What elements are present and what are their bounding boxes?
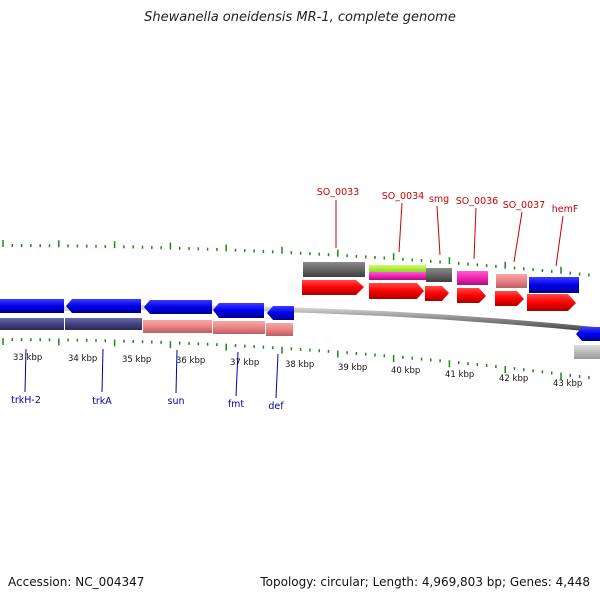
kbp-label: 43 kbp bbox=[553, 379, 582, 389]
gene-label-so0036: SO_0036 bbox=[456, 196, 498, 207]
kbp-label: 39 kbp bbox=[338, 363, 367, 373]
cds-block-so0034-top bbox=[369, 265, 426, 272]
top-gene-labels: SO_0033 SO_0034 smg SO_0036 SO_0037 hemF bbox=[317, 187, 579, 267]
kbp-label: 37 kbp bbox=[230, 358, 259, 368]
cds-block-so0033 bbox=[303, 262, 365, 277]
gene-arrow-next-feature bbox=[576, 327, 600, 341]
kbp-label: 35 kbp bbox=[122, 355, 151, 365]
cds-block-next-feature bbox=[574, 345, 600, 359]
kbp-label: 40 kbp bbox=[391, 366, 420, 376]
leader-line bbox=[24, 348, 27, 393]
top-tick-scale bbox=[2, 240, 590, 277]
gene-label-trka: trkA bbox=[92, 396, 112, 407]
gene-arrow-hemf bbox=[527, 294, 576, 311]
leader-line bbox=[555, 215, 564, 267]
cds-block-so0037 bbox=[496, 274, 527, 288]
gene-arrow-so0034 bbox=[369, 283, 424, 299]
genome-summary-text: Topology: circular; Length: 4,969,803 bp… bbox=[260, 575, 590, 589]
gene-label-smg: smg bbox=[429, 194, 449, 205]
gene-label-fmt: fmt bbox=[228, 399, 245, 410]
cds-block-def bbox=[266, 323, 293, 336]
leader-line bbox=[275, 353, 279, 399]
cds-block-trka bbox=[65, 318, 142, 330]
gene-arrow-sun bbox=[144, 300, 212, 314]
gene-arrow-so0033 bbox=[302, 280, 364, 295]
kbp-label: 41 kbp bbox=[445, 370, 474, 380]
leader-line bbox=[235, 351, 239, 397]
cds-block-fmt bbox=[213, 321, 265, 334]
leader-line bbox=[175, 349, 178, 394]
cds-block-trkh2 bbox=[0, 318, 64, 330]
kbp-label: 36 kbp bbox=[176, 356, 205, 366]
gene-arrow-def bbox=[267, 306, 294, 320]
cds-block-smg bbox=[426, 268, 452, 282]
kbp-label: 38 kbp bbox=[285, 360, 314, 370]
leader-line bbox=[473, 207, 477, 260]
gene-label-so0034: SO_0034 bbox=[382, 191, 424, 202]
leader-line bbox=[513, 211, 523, 263]
gene-label-sun: sun bbox=[168, 396, 185, 407]
gene-arrow-fmt bbox=[213, 303, 264, 318]
cds-block-so0036 bbox=[457, 271, 488, 285]
upper-feature-track bbox=[302, 262, 600, 359]
gene-arrow-trka bbox=[66, 299, 141, 313]
cds-block-sun bbox=[143, 320, 212, 333]
accession-text: Accession: NC_004347 bbox=[8, 575, 145, 589]
gene-label-hemf: hemF bbox=[552, 204, 579, 215]
bottom-tick-scale bbox=[2, 338, 590, 380]
kbp-label: 34 kbp bbox=[68, 354, 97, 364]
gene-label-trkh2: trkH-2 bbox=[11, 395, 41, 406]
kbp-scale-labels: 33 kbp 34 kbp 35 kbp 36 kbp 37 kbp 38 kb… bbox=[13, 353, 582, 389]
cds-block-so0034-bottom bbox=[369, 272, 426, 280]
cds-block-hemf bbox=[529, 277, 579, 293]
gene-label-def: def bbox=[268, 401, 284, 412]
gene-arrow-smg bbox=[425, 286, 449, 301]
bottom-gene-labels: trkH-2 trkA sun fmt def bbox=[11, 348, 284, 412]
kbp-label: 33 kbp bbox=[13, 353, 42, 363]
gene-label-so0033: SO_0033 bbox=[317, 187, 359, 198]
leader-line bbox=[436, 205, 441, 256]
gene-arrow-so0036 bbox=[457, 288, 486, 303]
leader-line bbox=[101, 348, 104, 393]
gene-arrow-so0037 bbox=[495, 291, 524, 306]
lower-feature-track bbox=[0, 299, 294, 336]
leader-line bbox=[398, 202, 403, 253]
map-title: Shewanella oneidensis MR-1, complete gen… bbox=[144, 10, 456, 25]
gene-arrow-trkh2 bbox=[0, 299, 64, 313]
gene-label-so0037: SO_0037 bbox=[503, 200, 545, 211]
kbp-label: 42 kbp bbox=[499, 374, 528, 384]
